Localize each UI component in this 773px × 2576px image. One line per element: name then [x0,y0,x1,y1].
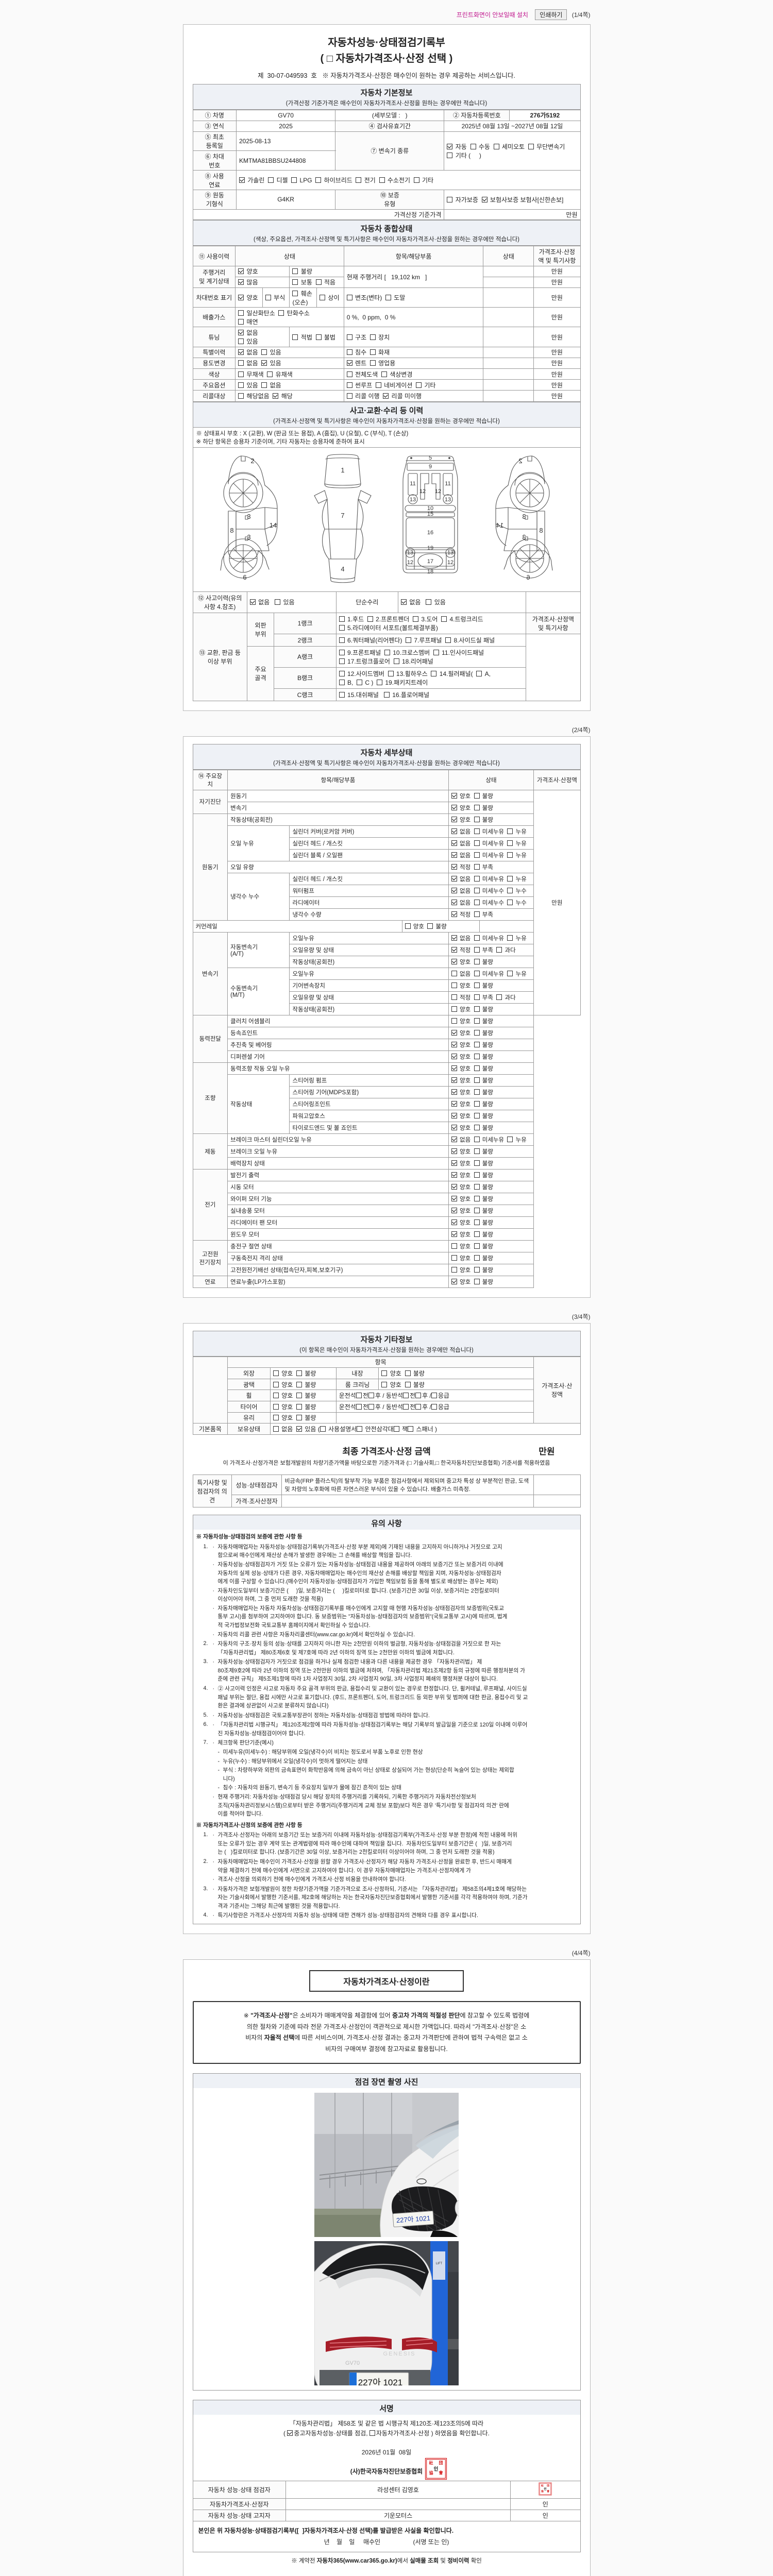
svg-text:12: 12 [407,560,413,566]
svg-text:協: 協 [541,2489,544,2493]
svg-text:16: 16 [427,530,433,536]
svg-text:會: 會 [547,2489,550,2493]
svg-text:227아 1021: 227아 1021 [358,2378,403,2385]
svg-text:8: 8 [539,527,543,534]
svg-text:団: 団 [547,2484,550,2487]
svg-text:6: 6 [243,573,246,581]
svg-text:8: 8 [230,527,233,534]
svg-text:9: 9 [429,464,432,470]
svg-text:7: 7 [341,512,344,519]
svg-text:2: 2 [250,457,254,465]
svg-text:団: 団 [439,2461,443,2466]
svg-text:2: 2 [518,457,522,465]
svg-text:GV70: GV70 [345,2360,360,2366]
svg-text:인: 인 [434,2467,439,2472]
svg-text:5: 5 [429,455,432,461]
svg-text:GENESIS: GENESIS [383,2351,416,2357]
svg-text:6: 6 [526,573,530,581]
svg-text:13: 13 [445,497,451,503]
svg-text:3: 3 [522,513,526,520]
svg-text:17: 17 [427,558,433,565]
svg-text:18: 18 [427,569,433,575]
svg-text:12: 12 [419,488,426,495]
svg-text:3: 3 [247,533,250,541]
svg-text:13: 13 [447,550,453,556]
svg-text:3: 3 [247,513,250,520]
svg-text:12: 12 [447,560,453,566]
svg-text:13: 13 [407,550,413,556]
svg-text:14: 14 [270,521,277,529]
svg-text:社: 社 [541,2484,544,2487]
svg-text:3: 3 [522,533,526,541]
svg-text:4: 4 [341,565,344,573]
svg-text:15: 15 [427,511,433,517]
svg-text:14: 14 [496,521,503,529]
svg-text:19: 19 [427,545,433,551]
svg-text:社: 社 [429,2461,433,2466]
svg-text:11: 11 [445,481,450,487]
svg-text:인: 인 [544,2487,547,2491]
svg-text:1: 1 [341,466,344,474]
svg-text:11: 11 [410,481,415,487]
svg-text:LIFT: LIFT [436,2262,443,2265]
svg-text:會: 會 [439,2470,444,2476]
svg-text:12: 12 [435,488,441,495]
svg-text:13: 13 [410,497,416,503]
svg-text:協: 協 [429,2470,433,2476]
